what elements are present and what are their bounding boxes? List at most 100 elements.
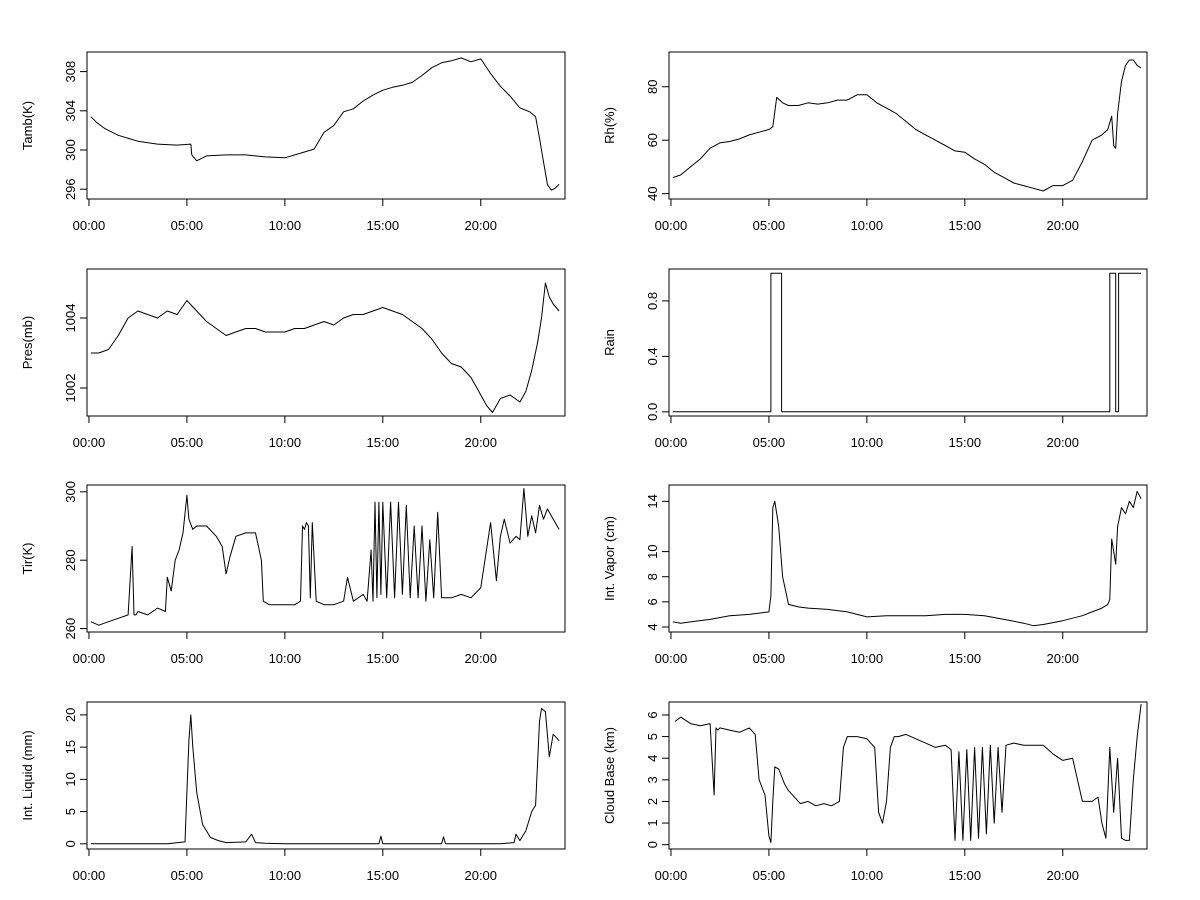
x-tick-label: 05:00	[171, 435, 204, 450]
series-line	[90, 57, 560, 191]
y-tick-label: 308	[63, 61, 78, 83]
x-tick-label: 15:00	[949, 651, 982, 666]
y-tick-label: 2	[645, 798, 660, 805]
panel-pres: 00:00 05:00 10:00 15:00 20:00 1002 1004 Pres(mb…	[20, 268, 566, 450]
y-tick-label: 0.0	[645, 403, 660, 421]
y-tick-label: 6	[645, 598, 660, 605]
y-tick-label: 10	[63, 772, 78, 786]
y-tick-label: 280	[63, 549, 78, 571]
y-tick-label: 5	[63, 808, 78, 815]
x-tick-label: 05:00	[171, 218, 204, 233]
series-line	[672, 490, 1142, 627]
x-tick-label: 00:00	[73, 218, 106, 233]
x-tick-label: 20:00	[464, 868, 497, 883]
plot-frame	[668, 484, 1148, 633]
plot-frame	[668, 51, 1148, 200]
panel-int-liquid: 00:00 05:00 10:00 15:00 20:00 0 5 10 15 20 Int. Li…	[20, 701, 566, 883]
plot-frame	[86, 268, 566, 417]
x-tick-label: 20:00	[1046, 435, 1079, 450]
series-line	[90, 487, 560, 626]
y-tick-label: 10	[645, 544, 660, 558]
x-tick-label: 05:00	[753, 435, 786, 450]
panel-rain: 00:00 05:00 10:00 15:00 20:00 0.0 0.4 0.8 Rain	[602, 268, 1148, 450]
y-axis-label: Int. Vapor (cm)	[602, 516, 617, 601]
x-tick-label: 00:00	[655, 218, 688, 233]
plot-frame	[86, 701, 566, 850]
y-axis-label: Tamb(K)	[20, 101, 35, 150]
x-tick-label: 10:00	[851, 651, 884, 666]
series-line	[672, 59, 1142, 192]
y-tick-label: 300	[63, 481, 78, 503]
x-tick-label: 00:00	[73, 868, 106, 883]
y-tick-label: 1004	[63, 304, 78, 333]
x-tick-label: 10:00	[269, 651, 302, 666]
y-axis-label: Cloud Base (km)	[602, 727, 617, 824]
y-tick-label: 15	[63, 740, 78, 754]
x-tick-label: 15:00	[949, 218, 982, 233]
series-line	[90, 707, 560, 845]
x-tick-label: 00:00	[655, 435, 688, 450]
x-tick-label: 15:00	[367, 868, 400, 883]
y-tick-label: 296	[63, 178, 78, 200]
x-tick-label: 05:00	[171, 868, 204, 883]
x-tick-label: 05:00	[753, 218, 786, 233]
x-tick-label: 00:00	[655, 651, 688, 666]
y-tick-label: 4	[645, 623, 660, 630]
panel-cloud-base: 00:00 05:00 10:00 15:00 20:00 0 1 2 3 4 5 6 Cloud Ba…	[602, 701, 1148, 883]
plot-frame	[86, 51, 566, 200]
y-tick-label: 80	[645, 80, 660, 94]
y-tick-label: 20	[63, 708, 78, 722]
x-tick-label: 10:00	[851, 218, 884, 233]
x-tick-label: 15:00	[949, 435, 982, 450]
x-tick-label: 20:00	[1046, 218, 1079, 233]
x-tick-label: 15:00	[367, 218, 400, 233]
x-tick-label: 10:00	[269, 218, 302, 233]
y-tick-label: 8	[645, 573, 660, 580]
x-tick-label: 05:00	[171, 651, 204, 666]
y-tick-label: 60	[645, 133, 660, 147]
y-tick-label: 6	[645, 711, 660, 718]
y-tick-label: 14	[645, 494, 660, 508]
x-tick-label: 20:00	[464, 651, 497, 666]
series-line	[672, 272, 1142, 413]
x-tick-label: 15:00	[367, 651, 400, 666]
y-axis-label: Pres(mb)	[20, 316, 35, 369]
x-tick-label: 20:00	[464, 435, 497, 450]
x-tick-label: 10:00	[851, 868, 884, 883]
series-line	[90, 282, 560, 413]
x-tick-label: 20:00	[1046, 651, 1079, 666]
x-tick-label: 20:00	[464, 218, 497, 233]
x-tick-label: 10:00	[851, 435, 884, 450]
y-tick-label: 0	[645, 841, 660, 848]
panel-rh: 00:00 05:00 10:00 15:00 20:00 40 60 80 Rh(%)	[602, 51, 1148, 233]
x-tick-label: 15:00	[949, 868, 982, 883]
y-tick-label: 5	[645, 733, 660, 740]
x-tick-label: 15:00	[367, 435, 400, 450]
y-tick-label: 3	[645, 776, 660, 783]
panel-tir: 00:00 05:00 10:00 15:00 20:00 260 280 300 Tir(K)	[20, 481, 566, 666]
x-tick-label: 10:00	[269, 868, 302, 883]
y-tick-label: 0.4	[645, 347, 660, 365]
y-tick-label: 304	[63, 100, 78, 122]
plot-frame	[86, 484, 566, 633]
series-line	[674, 704, 1142, 843]
x-tick-label: 00:00	[73, 651, 106, 666]
panel-tamb: 00:00 05:00 10:00 15:00 20:00 296 300 304 308 Tam…	[20, 51, 566, 233]
y-tick-label: 300	[63, 139, 78, 161]
x-tick-label: 05:00	[753, 651, 786, 666]
y-axis-label: Rh(%)	[602, 107, 617, 144]
x-tick-label: 10:00	[269, 435, 302, 450]
x-tick-label: 00:00	[655, 868, 688, 883]
y-tick-label: 40	[645, 186, 660, 200]
y-tick-label: 0	[63, 840, 78, 847]
y-axis-label: Rain	[602, 329, 617, 356]
x-tick-label: 20:00	[1046, 868, 1079, 883]
x-tick-label: 05:00	[753, 868, 786, 883]
y-tick-label: 260	[63, 618, 78, 640]
y-tick-label: 1	[645, 819, 660, 826]
plot-frame	[668, 268, 1148, 417]
panel-int-vapor: 00:00 05:00 10:00 15:00 20:00 4 6 8 10 14 Int. Vap…	[602, 484, 1148, 666]
y-axis-label: Int. Liquid (mm)	[20, 730, 35, 820]
y-tick-label: 1002	[63, 374, 78, 403]
